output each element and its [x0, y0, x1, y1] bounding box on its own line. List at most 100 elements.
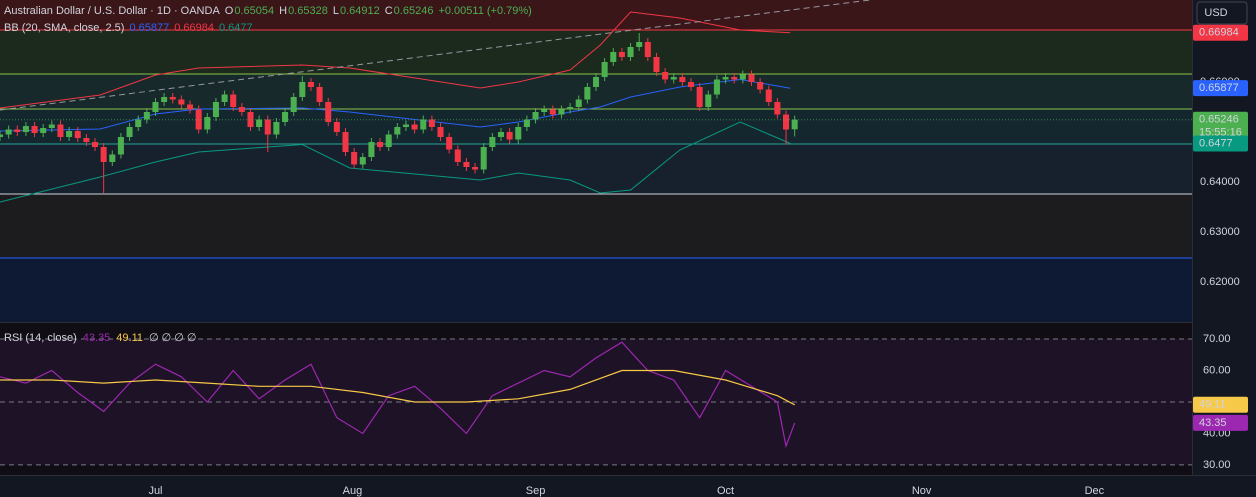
price-badge — [1193, 135, 1248, 152]
candle-body — [109, 154, 116, 162]
candle-body — [791, 119, 798, 130]
legend: Australian Dollar / U.S. Dollar · 1D · O… — [4, 5, 532, 344]
rsi-pane — [0, 338, 1192, 466]
candle-body — [757, 82, 764, 90]
rsi-tick-label: 30.00 — [1203, 459, 1231, 471]
price-badge-label: 0.65246 — [1199, 114, 1239, 126]
candle-body — [143, 112, 150, 120]
candle-body — [48, 124, 55, 128]
candle-body — [83, 138, 90, 142]
legend-item: 0.66984 — [174, 22, 214, 34]
candle-body — [333, 122, 340, 132]
candle-body — [610, 52, 617, 62]
candle-body — [247, 112, 254, 127]
candle-body — [307, 82, 314, 87]
x-tick-label: Aug — [343, 485, 363, 497]
candle-body — [722, 77, 729, 80]
candle-body — [135, 119, 142, 127]
candle-body — [14, 129, 21, 132]
candle-body — [316, 87, 323, 102]
candle-body — [377, 142, 384, 147]
rsi-line — [0, 341, 796, 449]
zone — [0, 30, 1192, 74]
candle-body — [264, 119, 271, 135]
candle-body — [368, 142, 375, 157]
candle-body — [541, 109, 548, 112]
price-badge — [1193, 396, 1248, 413]
candle-body — [402, 124, 409, 127]
candle-body — [731, 77, 738, 80]
legend-row: BB (20, SMA, close, 2.5) 0.65877 0.66984 0.… — [4, 22, 253, 34]
axes: 0.660000.640000.630000.620000.669840.658… — [148, 24, 1248, 497]
legend-item: BB (20, SMA, close, 2.5) — [4, 22, 124, 34]
candle-body — [126, 127, 133, 137]
y-tick-label: 0.64000 — [1200, 176, 1240, 188]
candle-body — [40, 128, 47, 133]
candle-body — [238, 107, 245, 112]
price-badge-label: 43.35 — [1199, 417, 1227, 429]
legend-item: 0.65328 — [288, 5, 328, 17]
candle-body — [282, 112, 289, 122]
candle-body — [290, 97, 297, 112]
candle-body — [325, 102, 332, 122]
candle-body — [748, 74, 755, 82]
candle-body — [117, 137, 124, 155]
x-tick-label: Nov — [912, 485, 932, 497]
candle-body — [506, 132, 513, 140]
candle-body — [644, 42, 651, 57]
candle-body — [480, 147, 487, 170]
candle-body — [783, 114, 790, 130]
candle-body — [74, 131, 81, 138]
zone — [0, 0, 1192, 30]
price-badge-label: 49.11 — [1199, 399, 1226, 411]
candle-body — [567, 107, 574, 110]
x-tick-label: Sep — [526, 485, 546, 497]
currency[interactable]: USD — [1204, 7, 1227, 19]
candle-body — [713, 79, 720, 95]
rsi-tick-label: 70.00 — [1203, 333, 1231, 345]
candle-body — [351, 152, 358, 165]
candle-body — [705, 94, 712, 107]
candle-body — [489, 137, 496, 147]
legend-item: 0.6477 — [219, 22, 253, 34]
candle-body — [161, 97, 168, 102]
candle-body — [446, 137, 453, 150]
candle-body — [204, 117, 211, 130]
candle-body — [385, 134, 392, 147]
candle-body — [91, 142, 99, 147]
candle-body — [515, 127, 522, 140]
candle-body — [57, 124, 64, 137]
bb-lower — [0, 121, 791, 203]
legend-item: ∅ ∅ ∅ ∅ — [149, 332, 197, 344]
zone — [0, 194, 1192, 258]
bb-upper — [0, 11, 791, 109]
price-badge — [1193, 111, 1248, 140]
candle-body — [428, 119, 435, 127]
legend-item: 49.11 — [116, 332, 143, 344]
candle-body — [627, 47, 634, 57]
candle-body — [670, 77, 677, 80]
rsi-line — [0, 369, 795, 406]
legend-item: Australian Dollar / U.S. Dollar · 1D · O… — [4, 5, 220, 17]
candle-body — [212, 102, 219, 117]
currency-box[interactable] — [1196, 1, 1248, 25]
y-tick-label: 0.62000 — [1200, 276, 1240, 288]
zone — [0, 109, 1192, 144]
candle-body — [532, 112, 539, 120]
y-tick-label: 0.63000 — [1200, 226, 1240, 238]
candle-body — [765, 89, 772, 102]
candle-body — [575, 99, 582, 107]
legend-row: Australian Dollar / U.S. Dollar · 1D · O… — [4, 5, 532, 17]
candle-body — [394, 127, 401, 135]
candle-body — [420, 119, 427, 130]
candle-body — [463, 162, 470, 167]
x-tick-label: Dec — [1085, 485, 1105, 497]
candle-body — [22, 126, 29, 132]
candle-body — [739, 74, 746, 80]
candle-body — [662, 72, 669, 80]
legend-item: 0.64912 — [340, 5, 380, 17]
legend-item: C — [385, 5, 393, 17]
legend-item: 0.65877 — [129, 22, 169, 34]
